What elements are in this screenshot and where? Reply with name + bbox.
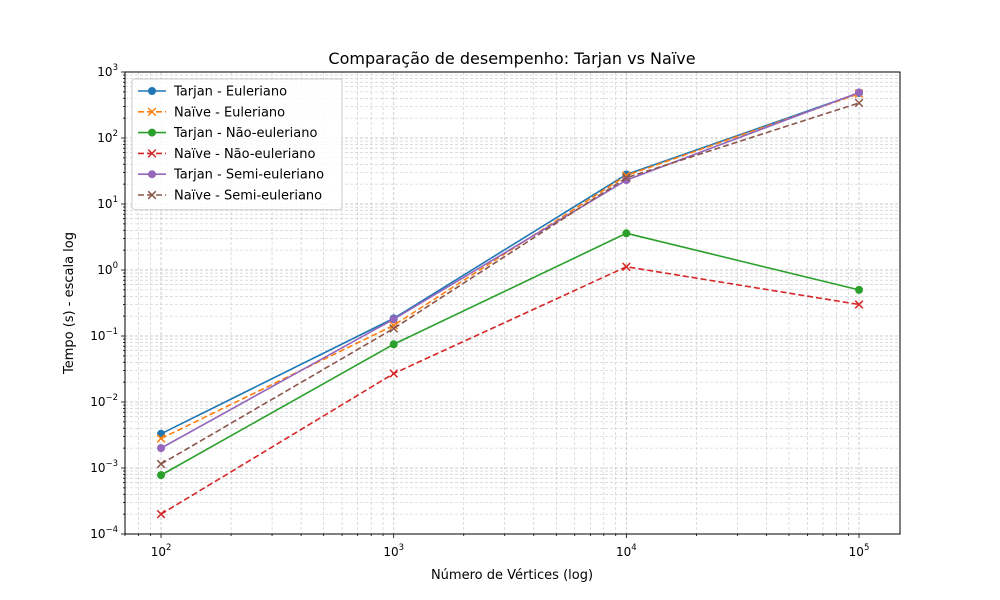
series-3 [157, 229, 864, 480]
data-point [854, 98, 864, 108]
data-point [389, 340, 398, 349]
legend-label: Tarjan - Euleriano [173, 85, 287, 100]
grid [124, 71, 900, 535]
data-point [148, 87, 156, 95]
legend-label: Naïve - Não-euleriano [174, 147, 316, 162]
data-point [389, 369, 399, 378]
data-point [148, 170, 156, 179]
legend-item: Tarjan - Semi-euleriano [138, 168, 324, 183]
series-5 [157, 88, 864, 453]
y-tick-label: 103 [97, 63, 118, 79]
legend-box [131, 78, 343, 211]
legend-item: Tarjan - Não-euleriano [138, 126, 317, 141]
data-point [389, 324, 399, 333]
data-point [389, 321, 399, 330]
data-point [157, 444, 166, 453]
y-tick-label: 102 [97, 129, 118, 145]
series-line [160, 232, 860, 476]
x-tick-label: 105 [849, 543, 870, 559]
y-tick-label: 100 [97, 261, 118, 277]
chart-title: Comparação de desempenho: Tarjan vs Naïv… [328, 49, 695, 68]
y-tick-label: 10−2 [90, 393, 118, 409]
series-layer [156, 88, 864, 519]
data-point [622, 173, 631, 183]
data-point [389, 315, 398, 324]
data-point [148, 128, 156, 137]
data-point [156, 509, 166, 519]
x-axis-title: Número de Vértices (log) [431, 568, 593, 583]
y-tick-label: 10−1 [90, 327, 118, 343]
y-tick-label: 101 [97, 195, 118, 211]
legend-label: Tarjan - Semi-euleriano [173, 168, 324, 183]
series-4 [156, 262, 864, 519]
series-line [160, 265, 860, 515]
series-line [160, 102, 860, 465]
data-point [156, 459, 166, 469]
legend-label: Tarjan - Não-euleriano [173, 126, 317, 141]
plot-frame [124, 71, 901, 535]
legend: Tarjan - Euleriano Naïve - Euleriano Tarja… [131, 78, 343, 211]
data-point [157, 471, 166, 480]
legend-item: Tarjan - Euleriano [138, 85, 287, 100]
ticks: 102 103 104 105 10−4 10−3 10−2 10−1 100 101 102 103 [90, 63, 869, 559]
x-tick-label: 104 [616, 543, 637, 559]
x-tick-label: 102 [151, 543, 172, 559]
legend-item: Naïve - Euleriano [138, 105, 285, 120]
data-point [622, 229, 631, 238]
data-point [855, 285, 864, 294]
legend-label: Naïve - Semi-euleriano [174, 189, 322, 204]
series-6 [156, 98, 864, 469]
data-point [622, 262, 631, 272]
y-tick-label: 10−4 [90, 525, 118, 541]
y-axis-title: Tempo (s) - escala log [62, 232, 77, 375]
legend-item: Naïve - Semi-euleriano [138, 189, 322, 204]
data-point [854, 300, 864, 309]
data-point [855, 88, 864, 97]
legend-label: Naïve - Euleriano [174, 105, 285, 120]
y-tick-label: 10−3 [90, 459, 118, 475]
data-point [156, 434, 166, 443]
series-line [160, 91, 860, 449]
data-point [147, 149, 157, 158]
x-tick-label: 103 [383, 543, 404, 559]
data-point [147, 190, 157, 200]
legend-item: Naïve - Não-euleriano [138, 147, 316, 162]
data-point [147, 107, 157, 117]
